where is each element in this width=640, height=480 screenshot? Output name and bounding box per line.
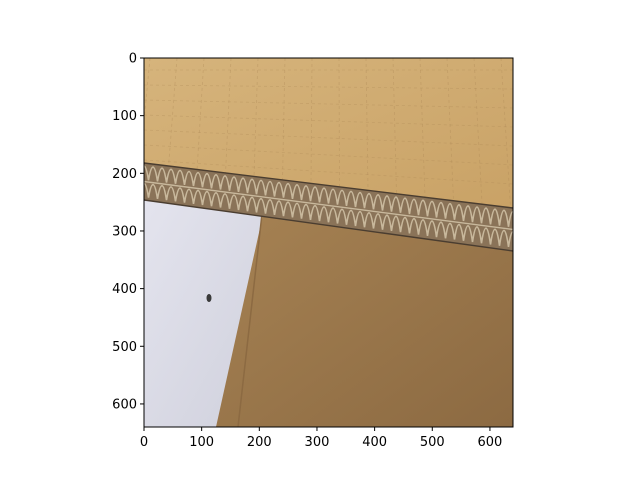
wall-spot: [206, 294, 212, 302]
liner-line: [144, 199, 513, 252]
grid-line: [144, 84, 513, 90]
grid-line: [392, 58, 397, 194]
grid-line: [144, 159, 513, 185]
grid-line: [253, 58, 259, 177]
y-tick-label: 500: [112, 340, 137, 355]
grid-line: [144, 144, 513, 166]
x-axis: 0 100 200 300 400 500 600: [140, 427, 502, 450]
x-tick-label: 400: [362, 435, 387, 450]
x-tick-label: 600: [478, 435, 503, 450]
grid-line: [500, 58, 511, 207]
y-tick-label: 300: [112, 224, 137, 239]
x-tick-label: 200: [247, 435, 272, 450]
grid-line: [144, 114, 513, 128]
wall-region: [144, 198, 270, 427]
y-axis: 0 100 200 300 400 500 600: [112, 52, 144, 412]
grid-line: [196, 58, 205, 171]
background-panel: [216, 210, 513, 427]
corrugated-flutes: [144, 162, 513, 252]
grid-line: [419, 58, 426, 197]
axes-frame: [143, 57, 514, 428]
flute-wave: [144, 182, 513, 248]
y-tick-label: 200: [112, 167, 137, 182]
grid-line: [168, 58, 178, 168]
cardboard-top-face: [144, 58, 513, 208]
panel-fold-line: [237, 213, 263, 427]
flute-wave: [144, 165, 513, 227]
cardboard-photo: [144, 58, 513, 427]
x-tick-label: 0: [140, 435, 148, 450]
y-tick-label: 100: [112, 109, 137, 124]
grid-line: [365, 58, 369, 191]
y-tick-label: 0: [129, 52, 137, 67]
grid-line: [225, 58, 232, 174]
grid-line: [282, 58, 286, 181]
cardboard-grid-pattern: [144, 58, 513, 207]
y-tick-label: 400: [112, 282, 137, 297]
x-tick-label: 100: [189, 435, 214, 450]
grid-line: [144, 99, 513, 109]
grid-line: [310, 58, 313, 184]
x-tick-label: 500: [420, 435, 445, 450]
liner-line: [144, 162, 513, 209]
grid-line: [144, 129, 513, 147]
y-tick-label: 600: [112, 397, 137, 412]
x-tick-label: 300: [305, 435, 330, 450]
grid-line: [473, 58, 483, 204]
liner-line: [144, 180, 513, 231]
cardboard-edge-band: [144, 163, 513, 251]
